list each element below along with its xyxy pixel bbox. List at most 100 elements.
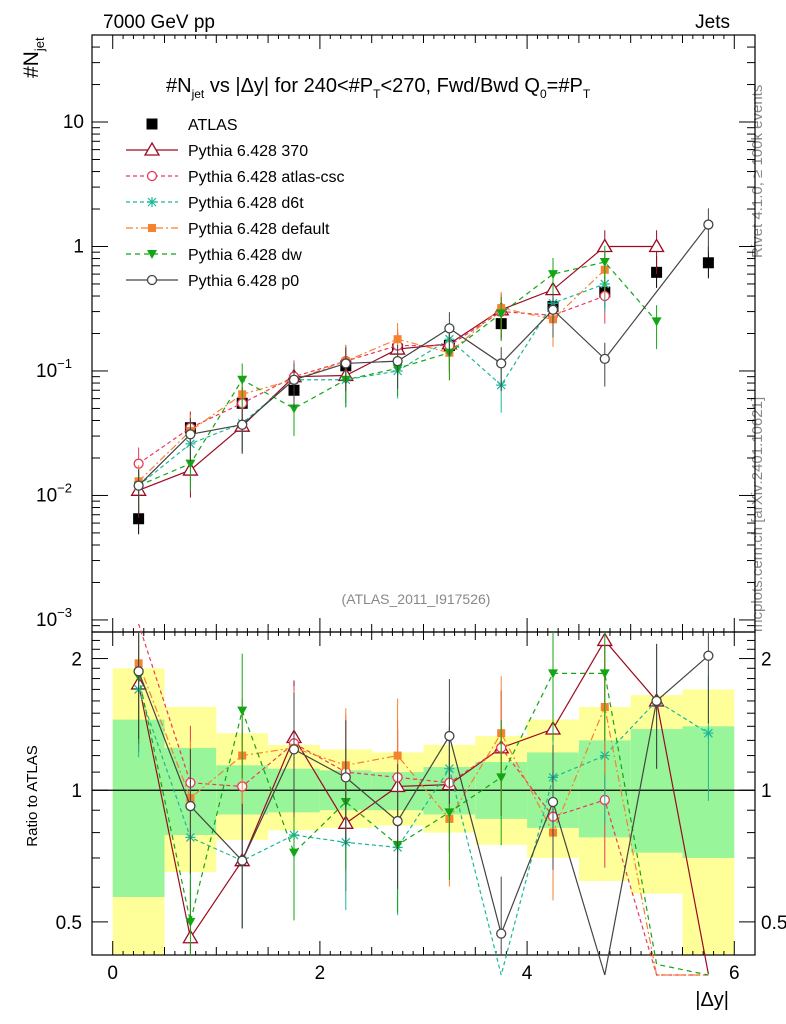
ratio-point: [547, 669, 558, 679]
ratio-point: [392, 815, 403, 827]
data-point: [651, 317, 662, 327]
side-label-bottom-text: mcplots.cern.ch [arXiv:2401.10621]: [749, 397, 766, 632]
series-line-main: [138, 295, 605, 465]
data-point: [185, 429, 196, 440]
legend-label: Pythia 6.428 dw: [188, 247, 302, 264]
header-left: 7000 GeV pp: [103, 12, 215, 33]
series-line-ratio: [138, 623, 709, 976]
series-ratio-6: [133, 632, 714, 976]
title-d: <270, Fwd/Bwd Q: [380, 75, 540, 97]
x-tick-label: 6: [729, 963, 740, 984]
legend-marker: [146, 118, 158, 130]
title-f-sub: T: [583, 87, 591, 101]
legend-label: Pythia 6.428 default: [188, 221, 330, 238]
legend-label: Pythia 6.428 d6t: [188, 195, 304, 212]
series-line-main: [138, 283, 605, 487]
side-label-bottom: mcplots.cern.ch [arXiv:2401.10621]: [749, 397, 766, 632]
watermark: (ATLAS_2011_I917526): [342, 591, 491, 607]
ratio-point: [444, 808, 455, 818]
ratio-point: [237, 706, 248, 716]
title-a: #N: [166, 75, 192, 97]
ratio-point: [133, 666, 144, 677]
data-point: [496, 358, 507, 369]
title-c-sub: T: [373, 87, 381, 101]
y-tick-label-main: 10: [63, 112, 84, 133]
y-tick-label-main: 1: [73, 236, 84, 257]
data-point: [599, 258, 610, 268]
y-axis-label-ratio: Ratio to ATLAS: [24, 745, 41, 846]
series-line-ratio: [138, 655, 709, 976]
ratio-point: [289, 848, 300, 858]
data-point: [340, 358, 351, 369]
data-point: [237, 375, 248, 385]
chart-title: #Njet vs |Δy| for 240<#PT<270, Fwd/Bwd Q…: [166, 75, 591, 101]
legend-marker: [147, 197, 157, 207]
ratio-uncertainty-bands: [112, 668, 735, 955]
ratio-point: [703, 650, 714, 661]
title-b: vs |Δy| for 240<#: [204, 75, 360, 97]
legend-label: ATLAS: [188, 117, 238, 134]
y-tick-label-ratio: 2: [71, 650, 82, 671]
data-point: [392, 355, 403, 367]
legend-label: Pythia 6.428 370: [188, 143, 308, 160]
series-main-6: [133, 208, 714, 514]
y-tick-label-ratio: 1: [71, 781, 82, 802]
data-point: [133, 513, 145, 525]
ratio-point: [496, 773, 507, 783]
series-line-ratio: [138, 689, 709, 976]
legend-marker: [147, 250, 157, 259]
data-point: [289, 404, 300, 414]
title-d-sub: 0: [540, 87, 547, 101]
ratio-point: [288, 744, 300, 755]
main-panel: 10−3 10−2 10−1 1 10: [36, 34, 756, 633]
x-tick-label: 0: [107, 963, 118, 984]
legend-marker: [146, 170, 158, 182]
y-tick-label-ratio-right: 2: [761, 650, 772, 671]
y-tick-label-ratio-right: 0.5: [761, 913, 786, 934]
y-tick-label-main: 10−3: [36, 605, 72, 631]
ratio-point: [651, 695, 662, 707]
ratio-point: [185, 917, 196, 927]
y-axis-label-ratio-text: Ratio to ATLAS: [24, 745, 41, 846]
data-point: [288, 374, 300, 385]
x-tick-label: 2: [315, 963, 326, 984]
series-line-ratio: [138, 663, 709, 976]
ratio-panel: 0 2 4 6 0.5 0.5 1 1 2 2: [56, 623, 786, 984]
series-main-3: [133, 267, 610, 514]
data-point: [702, 257, 714, 269]
series-line-ratio: [138, 672, 709, 976]
data-point: [703, 219, 714, 230]
series-main-4: [134, 253, 609, 509]
y-axis-label-main-sub: jet: [32, 37, 47, 52]
y-tick-label-main: 10−2: [36, 480, 72, 506]
y-tick-label-main: 10−1: [36, 356, 72, 382]
data-point: [547, 304, 559, 315]
legend-label: Pythia 6.428 p0: [188, 273, 299, 290]
ratio-point: [185, 800, 196, 812]
title-e: =#: [547, 75, 571, 97]
ratio-point: [340, 772, 351, 783]
data-point: [237, 419, 248, 430]
svg-text:#Njet: #Njet: [20, 37, 47, 78]
y-axis-label-main: #Njet: [20, 37, 47, 78]
x-tick-label: 4: [522, 963, 533, 984]
ratio-point: [393, 751, 402, 760]
series-main-2: [133, 279, 610, 492]
series-line-ratio: [138, 639, 709, 975]
data-point: [547, 270, 558, 280]
data-point: [444, 323, 455, 334]
ratio-point: [547, 796, 559, 808]
ratio-point: [496, 928, 507, 939]
header-right: Jets: [695, 12, 730, 33]
y-tick-label-ratio: 0.5: [56, 913, 82, 934]
x-axis-label: |Δy|: [695, 989, 729, 1011]
data-point: [133, 480, 144, 491]
y-axis-label-main-text: #N: [20, 51, 43, 78]
legend: ATLAS Pythia 6.428 370 Pythia 6.428 atlas-…: [126, 117, 345, 290]
legend-marker: [143, 141, 161, 156]
data-point: [648, 238, 665, 253]
legend-marker: [146, 274, 158, 286]
y-tick-label-ratio-right: 1: [761, 781, 772, 802]
ratio-point: [444, 730, 455, 742]
